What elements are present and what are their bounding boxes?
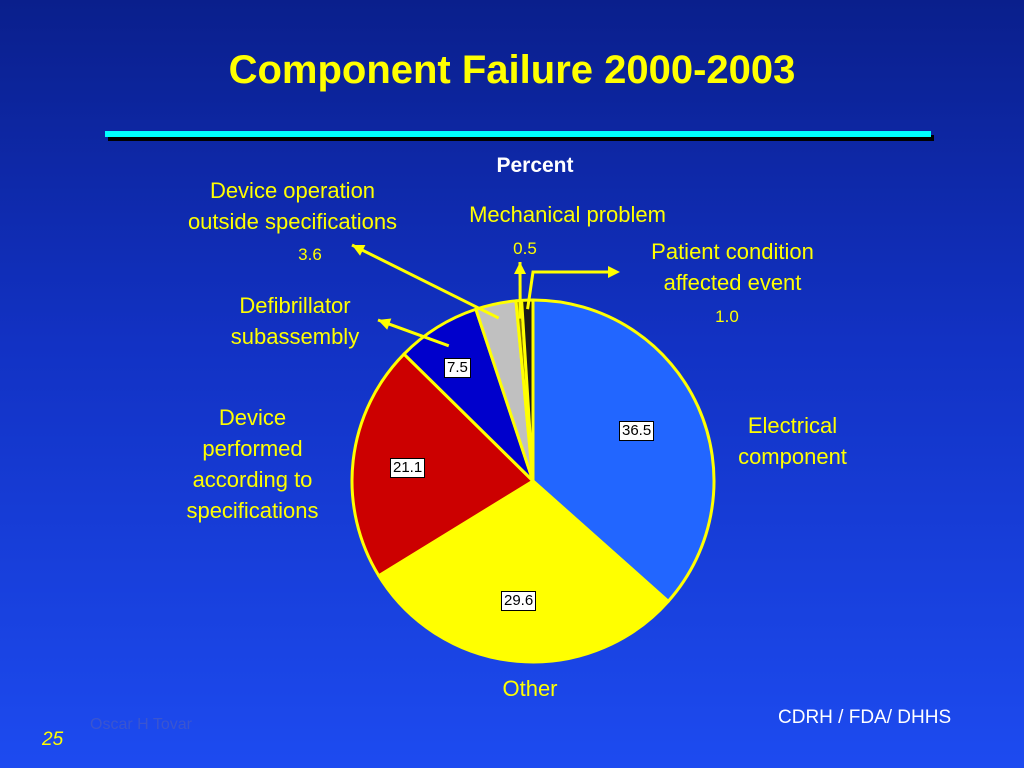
label-defib-line1: Defibrillator xyxy=(239,293,351,318)
chart-subtitle: Percent xyxy=(496,154,574,177)
value-mechanical: 0.5 xyxy=(513,239,537,258)
page-number: 25 xyxy=(42,729,64,750)
arrow-defibrillator xyxy=(378,318,392,330)
pie-slice-other xyxy=(377,479,670,664)
label-patient-line1: Patient condition xyxy=(651,239,814,264)
value-device-operation: 3.6 xyxy=(298,245,322,264)
label-mechanical: Mechanical problem xyxy=(469,202,666,227)
label-device-operation-line1: Device operation xyxy=(209,178,376,203)
leader-patient-condition xyxy=(526,270,608,310)
pie-slice-electrical-component xyxy=(531,298,716,603)
arrow-patient-condition xyxy=(608,266,620,278)
footer-author: Oscar H Tovar xyxy=(90,716,192,733)
value-box-other: 29.6 xyxy=(501,591,537,611)
label-electrical: Electrical component xyxy=(710,410,875,472)
label-device-performed-line1: Device xyxy=(218,405,287,430)
value-box-electrical: 36.5 xyxy=(619,421,655,441)
label-device-operation-line2: outside specifications xyxy=(187,209,398,234)
arrow-device-operation xyxy=(352,244,366,256)
label-device-operation: Device operation outside specifications xyxy=(150,175,435,237)
label-electrical-line1: Electrical xyxy=(747,413,838,438)
label-device-performed-line4: specifications xyxy=(186,498,319,523)
value-box-defibrillator: 7.5 xyxy=(444,358,471,378)
chart-title: Component Failure 2000-2003 xyxy=(228,48,796,92)
footer-agency: CDRH / FDA/ DHHS xyxy=(778,707,952,728)
label-other: Other xyxy=(502,676,558,701)
leader-device-operation xyxy=(351,243,500,320)
value-patient-condition: 1.0 xyxy=(715,307,739,326)
label-defib-line2: subassembly xyxy=(230,324,360,349)
label-device-performed-line3: according to xyxy=(192,467,313,492)
label-electrical-line2: component xyxy=(738,444,847,469)
leader-defibrillator xyxy=(377,318,450,348)
leader-lines xyxy=(351,243,620,348)
arrow-mechanical xyxy=(514,262,527,275)
label-device-performed-line2: performed xyxy=(202,436,303,461)
label-patient-condition: Patient condition affected event xyxy=(615,236,850,298)
pie-slices xyxy=(350,298,716,664)
label-patient-line2: affected event xyxy=(663,270,802,295)
title-divider xyxy=(105,131,931,137)
label-defibrillator: Defibrillator subassembly xyxy=(200,290,390,352)
value-box-device-performed: 21.1 xyxy=(390,458,426,478)
label-device-performed: Device performed according to specificat… xyxy=(160,402,345,526)
pie-slice-device-performed-according-to-specifications xyxy=(350,352,535,578)
